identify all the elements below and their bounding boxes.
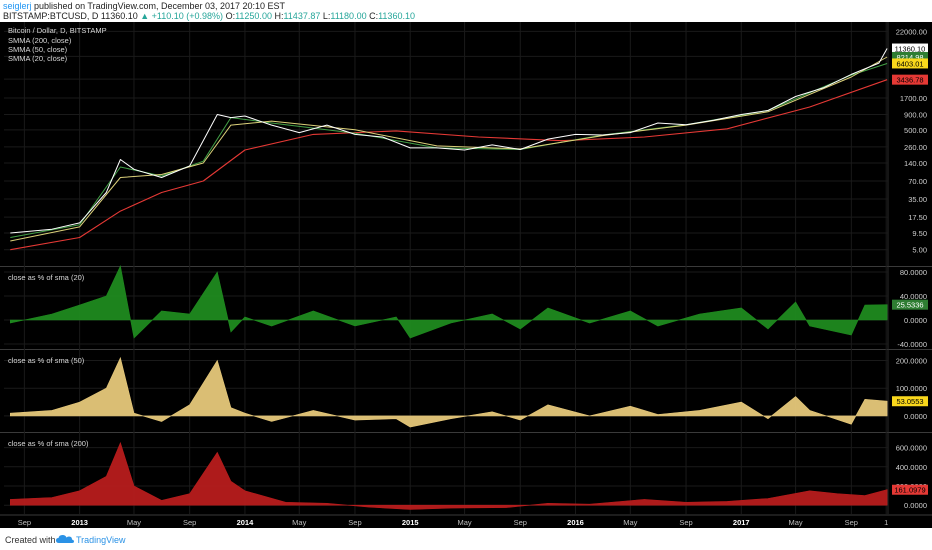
x-axis-label: Sep — [348, 518, 361, 527]
price-last-badge: 11360.10 — [895, 45, 926, 54]
publish-line: seiglerj published on TradingView.com, D… — [3, 1, 285, 11]
x-axis-label: 2015 — [402, 518, 419, 527]
open-label: O: — [225, 11, 236, 21]
osc-tick-label: 0.0000 — [904, 412, 927, 421]
created-with-text: Created with — [5, 535, 56, 545]
price-tick-label: 260.00 — [904, 143, 927, 152]
x-axis-label: Sep — [183, 518, 196, 527]
osc-tick-label: 200.0000 — [896, 357, 927, 366]
x-axis-label: Sep — [679, 518, 692, 527]
legend-entry: SMMA (20, close) — [8, 54, 68, 63]
x-axis-label: 2013 — [71, 518, 88, 527]
price-change: ▲ +110.10 (+0.98%) — [140, 11, 224, 21]
osc-last-badge-bg — [892, 299, 928, 310]
high-value: 11437.87 — [283, 11, 321, 21]
x-axis-label: May — [457, 518, 471, 527]
ohlc-line: BITSTAMP:BTCUSD, D 11360.10 ▲ +110.10 (+… — [3, 11, 415, 21]
smma50-last-badge-bg — [892, 51, 928, 62]
smma50-last-badge: 8214.98 — [896, 53, 923, 62]
osc-pane-title: close as % of sma (200) — [8, 439, 89, 448]
x-axis-label: 2016 — [567, 518, 584, 527]
price-tick-label: 500.00 — [904, 126, 927, 135]
high-label: H: — [274, 11, 284, 21]
open-value: 11250.00 — [235, 11, 272, 21]
author-link[interactable]: seiglerj — [3, 1, 32, 11]
x-axis-label: 2014 — [237, 518, 255, 527]
osc-tick-label: 80.0000 — [900, 268, 927, 277]
series-line-smma200 — [10, 79, 888, 251]
osc-tick-label: 0.0000 — [904, 316, 927, 325]
osc-last-badge-bg — [892, 484, 928, 495]
x-axis-label: May — [623, 518, 637, 527]
symbol-label: BITSTAMP:BTCUSD, D — [3, 11, 99, 21]
x-axis-label: Sep — [514, 518, 527, 527]
price-tick-label: 9.50 — [912, 229, 927, 238]
series-line-smma50 — [10, 56, 888, 242]
smma200-last-badge-bg — [892, 74, 928, 85]
osc-last-badge: 25.5336 — [896, 301, 923, 310]
x-axis-label: May — [127, 518, 141, 527]
footer: Created with TradingView — [0, 528, 932, 550]
main-pane-title: Bitcoin / Dollar, D, BITSTAMP — [8, 26, 107, 35]
osc-area-2 — [10, 356, 888, 428]
osc-tick-label: 40.0000 — [900, 292, 927, 301]
osc-tick-label: 600.0000 — [896, 444, 927, 453]
x-axis-label: Sep — [18, 518, 31, 527]
osc-tick-label: 400.0000 — [896, 463, 927, 472]
last-price: 11360.10 — [100, 11, 138, 21]
x-axis-label: 2017 — [733, 518, 750, 527]
x-axis-label: Sep — [845, 518, 858, 527]
osc-area-3 — [10, 441, 888, 510]
chart-svg[interactable]: 22000.008400.003500.001700.00900.00500.0… — [0, 22, 932, 528]
price-tick-label: 35.00 — [908, 195, 927, 204]
price-tick-label: 5.00 — [912, 246, 927, 255]
osc-last-badge: 161.0979 — [894, 486, 925, 495]
legend-entry: SMMA (50, close) — [8, 45, 68, 54]
price-tick-label: 22000.00 — [896, 27, 927, 36]
osc-pane-title: close as % of sma (50) — [8, 356, 85, 365]
price-tick-label: 1700.00 — [900, 94, 927, 103]
tradingview-cloud-icon — [56, 535, 74, 543]
low-value: 11180.00 — [330, 11, 367, 21]
price-tick-label: 900.00 — [904, 111, 927, 120]
x-axis-label: May — [789, 518, 803, 527]
osc-tick-label: 0.0000 — [904, 501, 927, 510]
price-last-badge-bg — [892, 43, 928, 54]
chart-area[interactable]: 22000.008400.003500.001700.00900.00500.0… — [0, 22, 932, 528]
osc-tick-label: -40.0000 — [897, 340, 927, 349]
series-line-price — [10, 48, 888, 234]
osc-tick-label: 100.0000 — [896, 384, 927, 393]
smma20-last-badge: 6403.01 — [896, 59, 923, 68]
x-axis-label: May — [292, 518, 306, 527]
legend-entry: SMMA (200, close) — [8, 36, 72, 45]
low-label: L: — [322, 11, 331, 21]
price-tick-label: 17.50 — [908, 213, 927, 222]
osc-pane-title: close as % of sma (20) — [8, 273, 85, 282]
smma200-last-badge: 3436.78 — [896, 76, 923, 85]
smma20-last-badge-bg — [892, 58, 928, 69]
x-axis-label: 1 — [884, 518, 888, 527]
tradingview-brand[interactable]: TradingView — [76, 535, 126, 545]
osc-last-badge-bg — [892, 396, 928, 407]
publish-text: published on TradingView.com, December 0… — [34, 1, 286, 11]
close-label: C: — [369, 11, 379, 21]
chart-header: seiglerj published on TradingView.com, D… — [0, 0, 932, 22]
series-line-smma20 — [10, 63, 888, 238]
price-tick-label: 140.00 — [904, 159, 927, 168]
price-tick-label: 70.00 — [908, 177, 927, 186]
osc-last-badge: 53.0553 — [896, 397, 923, 406]
close-value: 11360.10 — [378, 11, 415, 21]
osc-area-1 — [10, 265, 888, 339]
